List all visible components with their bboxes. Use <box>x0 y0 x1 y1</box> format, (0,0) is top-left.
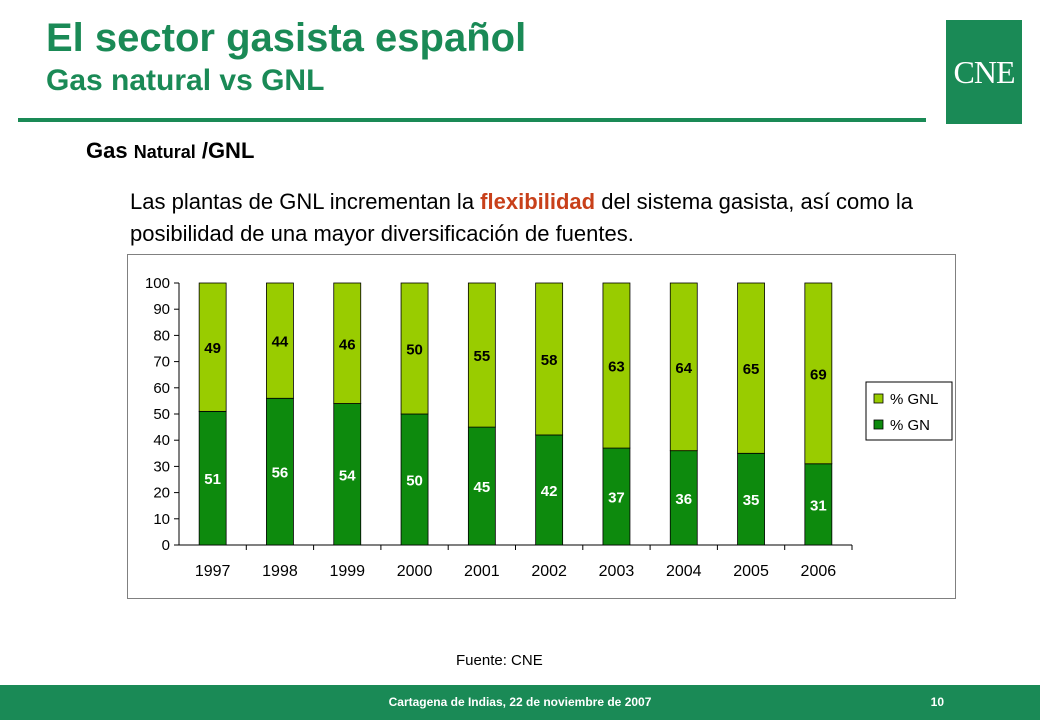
section-heading: Gas Natural /GNL <box>86 138 254 164</box>
bar-gnl <box>467 282 496 428</box>
data-label-gnl: 63 <box>608 359 625 376</box>
bar-gn <box>198 410 227 546</box>
footer-bar: Cartagena de Indias, 22 de noviembre de … <box>0 685 1040 720</box>
x-tick-label: 1999 <box>329 563 365 580</box>
bar-gnl <box>198 282 227 412</box>
x-tick-label: 2003 <box>599 563 635 580</box>
legend-swatch-gn <box>873 419 884 430</box>
data-label-gn: 54 <box>339 467 356 484</box>
stacked-bar-chart: 0 10 20 30 40 50 60 70 80 90 100 51 49 1997 56 44 1998 54… <box>145 275 953 580</box>
data-label-gn: 50 <box>406 473 423 490</box>
data-label-gn: 36 <box>675 491 692 508</box>
x-tick-label: 2000 <box>397 563 433 580</box>
bar-gn <box>535 434 564 546</box>
data-label-gn: 31 <box>810 497 827 514</box>
bar-gn <box>467 426 496 546</box>
body-paragraph: Las plantas de GNL incrementan la flexib… <box>130 186 970 250</box>
bar-gnl <box>535 282 564 436</box>
legend-swatch-gnl <box>873 393 884 404</box>
logo-text: CNE <box>953 53 1016 90</box>
x-tick-label: 2005 <box>733 563 769 580</box>
data-label-gn: 42 <box>541 483 558 500</box>
cne-logo: CNE <box>946 20 1022 124</box>
y-tick-label: 100 <box>145 275 170 292</box>
bar-gnl <box>669 282 698 452</box>
bar-gn <box>669 450 698 546</box>
section-heading-part2: Natural <box>133 142 196 162</box>
bar-gn <box>333 403 362 546</box>
y-tick-label: 0 <box>162 537 170 554</box>
legend-label-gnl: % GNL <box>890 391 938 408</box>
bar-gn <box>602 447 631 546</box>
bar-gnl <box>400 282 429 415</box>
bar-gnl <box>737 282 765 454</box>
data-label-gn: 37 <box>608 490 625 507</box>
y-tick-label: 90 <box>153 301 170 318</box>
body-text-start: Las plantas de GNL incrementan la <box>130 189 481 214</box>
y-tick-label: 10 <box>153 511 170 528</box>
x-tick-label: 2001 <box>464 563 500 580</box>
title-divider <box>18 118 926 122</box>
data-label-gnl: 64 <box>675 360 692 377</box>
footer-text: Cartagena de Indias, 22 de noviembre de … <box>388 695 652 709</box>
data-label-gnl: 44 <box>272 334 289 351</box>
data-label-gnl: 55 <box>474 348 491 365</box>
data-label-gnl: 50 <box>406 342 423 359</box>
bar-gnl <box>602 282 631 449</box>
section-heading-part3: /GNL <box>195 138 255 163</box>
data-label-gnl: 46 <box>339 336 356 353</box>
data-label-gn: 35 <box>743 492 760 509</box>
legend-label-gn: % GN <box>890 417 930 434</box>
page-number: 10 <box>930 695 944 709</box>
bar-gn <box>400 413 429 546</box>
data-label-gn: 56 <box>272 465 289 482</box>
x-tick-label: 1997 <box>195 563 231 580</box>
data-label-gn: 51 <box>204 471 221 488</box>
y-tick-label: 20 <box>153 485 170 502</box>
legend-box <box>865 381 953 441</box>
body-text-highlight: flexibilidad <box>480 189 596 214</box>
y-tick-label: 80 <box>153 327 170 344</box>
x-tick-label: 1998 <box>262 563 298 580</box>
y-tick-label: 60 <box>153 380 170 397</box>
data-label-gnl: 58 <box>541 352 558 369</box>
x-tick-label: 2006 <box>801 563 837 580</box>
chart-container: 0 10 20 30 40 50 60 70 80 90 100 51 49 1997 56 44 1998 54… <box>127 254 956 599</box>
section-heading-part1: Gas <box>86 138 134 163</box>
bar-gn <box>737 452 765 546</box>
body-text-end: del sistema gasista, así como la posibil… <box>130 189 914 246</box>
x-tick-label: 2004 <box>666 563 702 580</box>
y-tick-label: 30 <box>153 458 170 475</box>
bar-gnl <box>333 282 362 404</box>
data-label-gnl: 69 <box>810 366 827 383</box>
bar-gnl <box>804 282 833 465</box>
y-tick-label: 50 <box>153 406 170 423</box>
data-label-gnl: 49 <box>204 340 221 357</box>
slide-title: El sector gasista español <box>46 16 527 60</box>
y-tick-label: 40 <box>153 432 170 449</box>
data-label-gn: 45 <box>474 479 491 496</box>
bar-gnl <box>266 282 294 399</box>
source-note: Fuente: CNE <box>456 652 543 669</box>
slide-subtitle: Gas natural vs GNL <box>46 64 325 97</box>
data-label-gnl: 65 <box>743 361 760 378</box>
y-tick-label: 70 <box>153 354 170 371</box>
x-tick-label: 2002 <box>531 563 567 580</box>
